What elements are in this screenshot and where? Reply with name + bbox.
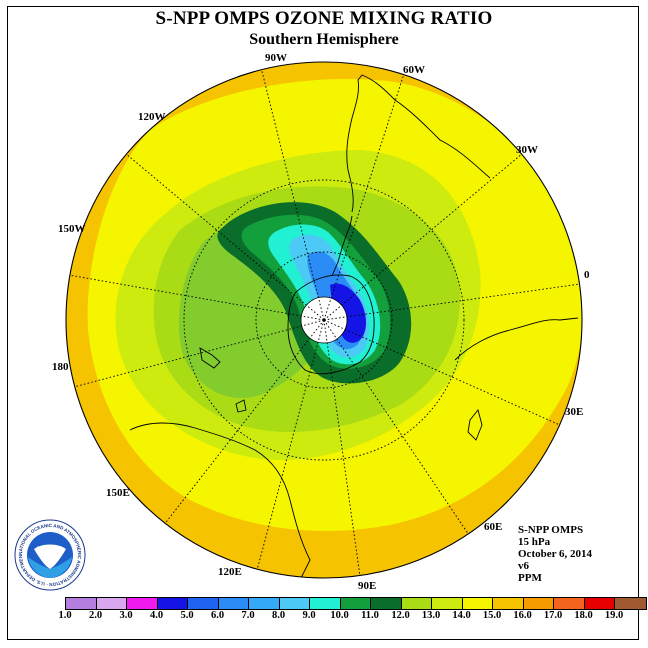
color-scale-label: 6.0 xyxy=(210,610,225,621)
color-scale-swatch xyxy=(554,598,585,609)
meridian-line xyxy=(126,153,325,321)
color-scale-swatch xyxy=(371,598,402,609)
color-scale-swatch xyxy=(615,598,646,609)
info-level: 15 hPa xyxy=(518,536,551,548)
color-scale-label: 18.0 xyxy=(574,610,593,621)
color-scale-swatch xyxy=(523,598,554,609)
color-scale-label: 13.0 xyxy=(421,610,441,621)
new-zealand-coast xyxy=(199,347,221,369)
meridian-line xyxy=(323,283,580,321)
color-scale-swatch xyxy=(401,598,432,609)
map-boundary xyxy=(65,61,583,579)
meridian-line xyxy=(74,319,325,388)
color-scale-swatch xyxy=(340,598,371,609)
color-scale-label: 16.0 xyxy=(513,610,532,621)
color-scale-label: 19.0 xyxy=(604,610,624,621)
color-scale-label: 14.0 xyxy=(452,610,471,621)
color-scale-label: 10.0 xyxy=(330,610,349,621)
color-scale-swatch xyxy=(218,598,249,609)
graticule xyxy=(69,69,580,576)
color-scale-swatch xyxy=(584,598,615,609)
color-scale-swatch xyxy=(279,598,310,609)
longitude-labels: 0 30E 60E 90E 120E 150E 180 150W 120W 90… xyxy=(52,52,590,592)
logo-text: NOAA xyxy=(37,545,64,555)
color-scale-swatch xyxy=(188,598,219,609)
map-title: S-NPP OMPS OZONE MIXING RATIO xyxy=(155,8,493,29)
color-scale-label: 11.0 xyxy=(361,610,379,621)
africa-coast xyxy=(454,317,579,361)
color-scale-swatch xyxy=(66,598,97,609)
lon-label-120w: 120W xyxy=(138,111,166,123)
lon-label-150w: 150W xyxy=(58,223,86,235)
meridian-line xyxy=(261,69,325,321)
color-scale-label: 3.0 xyxy=(119,610,133,621)
noaa-logo: NOAA NATIONAL OCEANIC AND ATMOSPHERIC AD… xyxy=(14,519,86,591)
info-version: v6 xyxy=(518,560,529,572)
lon-label-60e: 60E xyxy=(484,521,502,533)
color-scale-label: 1.0 xyxy=(58,610,72,621)
color-scale-swatch xyxy=(96,598,127,609)
lon-label-90w: 90W xyxy=(265,52,287,64)
map-subtitle: Southern Hemisphere xyxy=(249,31,399,48)
south-america-coast xyxy=(346,74,491,213)
color-scale-swatch xyxy=(249,598,280,609)
antarctic-peninsula-coast xyxy=(331,215,353,277)
color-scale-swatch xyxy=(127,598,158,609)
color-scale-label: 2.0 xyxy=(88,610,103,621)
latitude-circle xyxy=(183,179,465,461)
lon-label-60w: 60W xyxy=(403,64,425,76)
color-scale-swatch xyxy=(493,598,524,609)
lon-label-30w: 30W xyxy=(516,144,538,156)
color-scale-label: 17.0 xyxy=(543,610,563,621)
lon-label-90e: 90E xyxy=(358,580,376,592)
meridian-line xyxy=(323,74,405,321)
color-scale-bar xyxy=(65,597,647,610)
antarctica-coast xyxy=(287,274,375,375)
plot-frame xyxy=(7,6,639,640)
meridian-line xyxy=(323,319,560,426)
meridian-line xyxy=(69,274,325,321)
lon-label-0: 0 xyxy=(584,269,590,281)
color-scale-label: 5.0 xyxy=(180,610,194,621)
color-scale-label: 12.0 xyxy=(391,610,410,621)
color-scale-swatch xyxy=(310,598,341,609)
info-units: PPM xyxy=(518,572,542,584)
lon-label-30e: 30E xyxy=(565,406,583,418)
color-scale-label: 15.0 xyxy=(482,610,502,621)
lon-label-120e: 120E xyxy=(218,566,242,578)
color-scale-swatch xyxy=(432,598,463,609)
australia-coast xyxy=(129,422,311,578)
color-scale-label: 7.0 xyxy=(241,610,255,621)
meridian-lines xyxy=(69,69,580,576)
meridian-line xyxy=(256,319,325,570)
lon-label-150e: 150E xyxy=(106,487,130,499)
coastlines xyxy=(129,74,579,578)
color-scale-swatch xyxy=(157,598,188,609)
info-satellite: S-NPP OMPS xyxy=(518,524,584,536)
color-scale-swatch xyxy=(462,598,493,609)
meridian-line xyxy=(164,319,325,524)
color-scale-label: 9.0 xyxy=(302,610,316,621)
lon-label-180: 180 xyxy=(52,361,69,373)
madagascar-coast xyxy=(467,409,483,441)
meridian-line xyxy=(323,153,522,321)
latitude-circle xyxy=(255,251,393,389)
color-scale-label: 8.0 xyxy=(271,610,286,621)
meridian-line xyxy=(323,319,469,535)
info-date: October 6, 2014 xyxy=(518,548,593,560)
color-scale-label: 4.0 xyxy=(149,610,164,621)
tasmania-coast xyxy=(235,399,247,413)
south-pole-marker xyxy=(322,318,326,322)
map-info: S-NPP OMPS 15 hPa October 6, 2014 v6 PPM xyxy=(518,524,592,584)
meridian-line xyxy=(323,319,361,576)
